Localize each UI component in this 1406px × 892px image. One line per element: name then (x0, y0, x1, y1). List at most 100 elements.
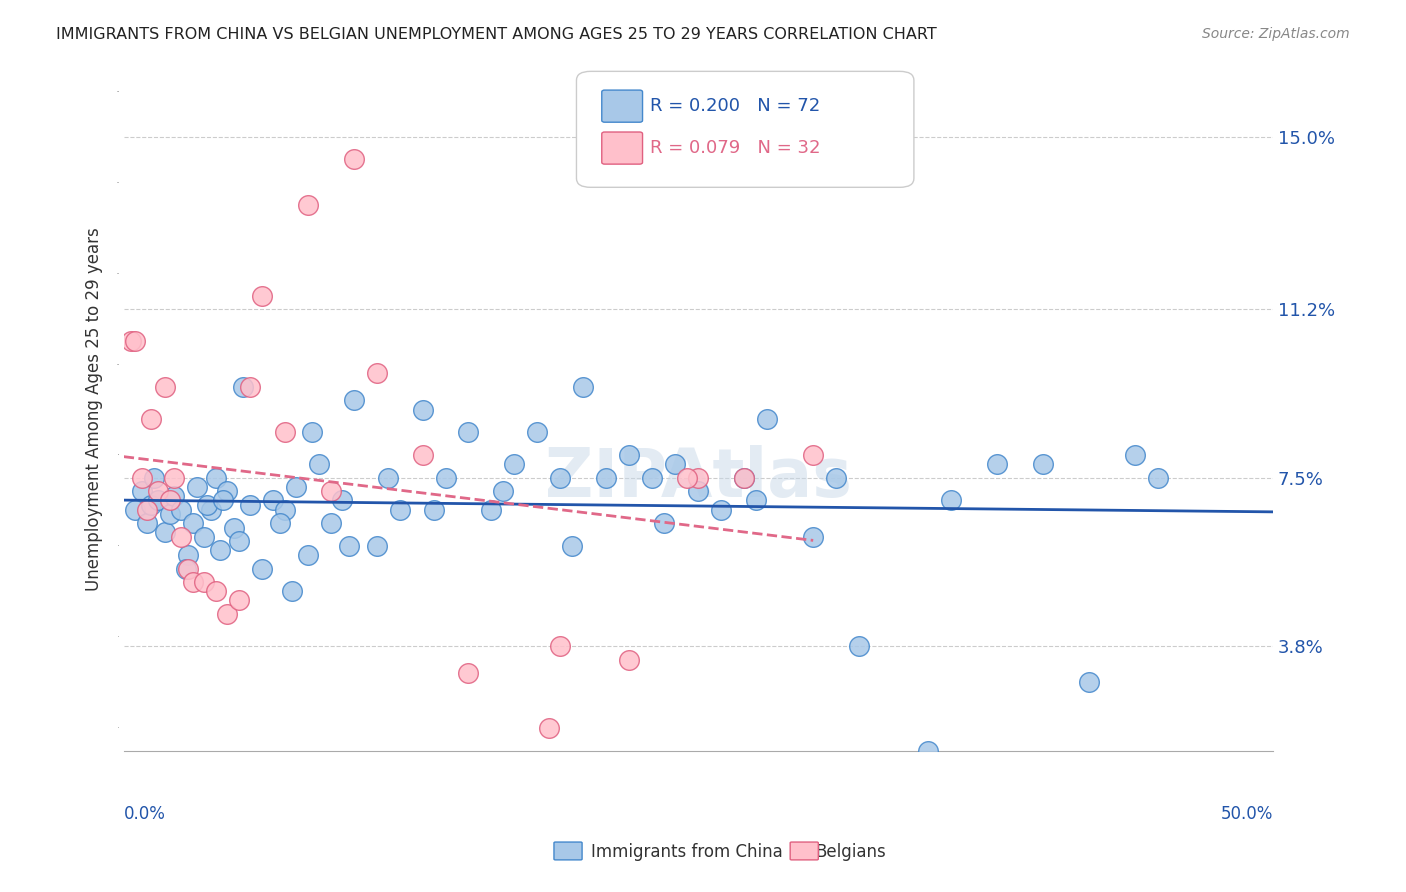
Point (733, 471, 755, 485)
Point (204, 471, 226, 485)
Point (217, 484, 239, 499)
Point (148, 484, 170, 499)
Point (209, 543, 232, 558)
Point (388, 502, 411, 516)
Point (526, 425, 548, 440)
Point (1032, 457, 1054, 471)
Point (688, 484, 710, 499)
Text: Belgians: Belgians (815, 843, 886, 861)
Point (550, 471, 572, 485)
Point (319, 516, 342, 531)
Point (745, 493, 768, 508)
Point (297, 198, 319, 212)
Point (457, 666, 479, 681)
Point (163, 471, 186, 485)
Text: R = 0.200   N = 72: R = 0.200 N = 72 (650, 97, 820, 115)
Text: Immigrants from China: Immigrants from China (591, 843, 782, 861)
Point (131, 484, 153, 499)
Point (641, 471, 664, 485)
Point (228, 593, 250, 607)
Point (917, 743, 939, 757)
Text: R = 0.079   N = 32: R = 0.079 N = 32 (650, 139, 820, 157)
Point (181, 575, 204, 590)
Point (297, 548, 319, 562)
Point (377, 471, 399, 485)
Point (135, 516, 157, 531)
Point (153, 380, 176, 394)
Point (1123, 448, 1146, 462)
Point (412, 402, 434, 417)
Point (193, 575, 215, 590)
Point (262, 493, 284, 508)
Point (434, 471, 457, 485)
Point (301, 425, 323, 440)
Point (153, 525, 176, 540)
Point (595, 471, 617, 485)
Point (148, 493, 170, 508)
Point (181, 516, 204, 531)
Point (652, 516, 675, 531)
Point (619, 448, 641, 462)
Point (204, 584, 226, 599)
Text: ZIPAtlas: ZIPAtlas (546, 445, 852, 511)
Point (457, 425, 479, 440)
Point (1077, 675, 1099, 690)
Point (186, 480, 208, 494)
Point (756, 411, 779, 425)
Point (308, 457, 330, 471)
Point (848, 639, 870, 653)
Text: 50.0%: 50.0% (1220, 805, 1272, 823)
Point (273, 502, 295, 516)
Point (986, 457, 1008, 471)
Point (550, 639, 572, 653)
Point (200, 502, 222, 516)
Point (801, 530, 824, 544)
Point (412, 448, 434, 462)
Text: Source: ZipAtlas.com: Source: ZipAtlas.com (1202, 27, 1350, 41)
Point (124, 502, 146, 516)
Point (177, 562, 200, 576)
Point (269, 516, 291, 531)
Point (124, 334, 146, 349)
Point (250, 289, 273, 303)
Point (170, 530, 193, 544)
Point (939, 493, 962, 508)
Point (174, 562, 197, 576)
Point (688, 471, 710, 485)
Y-axis label: Unemployment Among Ages 25 to 29 years: Unemployment Among Ages 25 to 29 years (86, 227, 103, 591)
Point (273, 425, 295, 440)
Point (224, 521, 246, 535)
Point (159, 507, 181, 521)
Point (177, 548, 200, 562)
Point (159, 493, 181, 508)
Point (342, 153, 364, 167)
Point (733, 471, 755, 485)
Point (675, 471, 697, 485)
Point (250, 562, 273, 576)
Point (141, 498, 163, 512)
Point (801, 448, 824, 462)
Point (337, 539, 360, 553)
Point (163, 489, 186, 503)
Point (280, 584, 302, 599)
Point (228, 534, 250, 549)
Point (710, 502, 733, 516)
Point (142, 471, 165, 485)
Point (211, 493, 233, 508)
Point (561, 539, 583, 553)
Point (131, 471, 153, 485)
Point (537, 721, 560, 735)
Point (120, 334, 142, 349)
Point (195, 498, 218, 512)
Point (342, 393, 364, 408)
Point (492, 484, 515, 499)
Point (503, 457, 526, 471)
Point (319, 484, 342, 499)
Text: 0.0%: 0.0% (124, 805, 166, 823)
Point (232, 380, 254, 394)
Text: IMMIGRANTS FROM CHINA VS BELGIAN UNEMPLOYMENT AMONG AGES 25 TO 29 YEARS CORRELAT: IMMIGRANTS FROM CHINA VS BELGIAN UNEMPLO… (56, 27, 936, 42)
Point (193, 530, 215, 544)
Point (366, 366, 388, 380)
Point (141, 411, 163, 425)
Point (239, 380, 262, 394)
